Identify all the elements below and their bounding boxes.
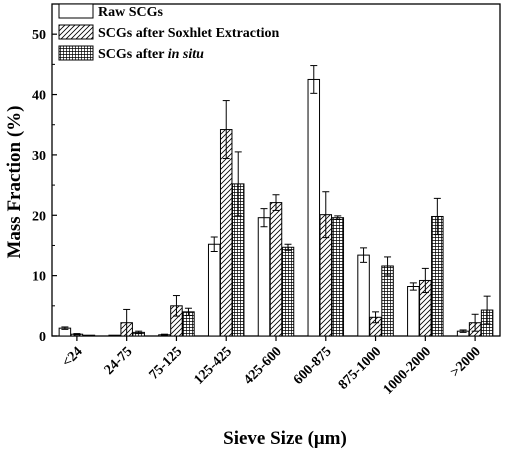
y-tick-label: 20 [32,209,46,224]
error-bar-3-7 [384,256,392,276]
bar-1-4 [207,243,221,337]
error-bar-1-9 [459,329,467,333]
bar-3-6 [331,217,345,337]
bar-1-2 [108,334,121,337]
bar-2-5 [269,202,283,337]
legend-label: Raw SCGs [98,5,164,20]
error-bar-2-1 [73,333,81,336]
y-tick-label: 0 [39,330,46,345]
legend-item-1: Raw SCGs [58,3,164,20]
x-tick-label: 875-1000 [336,344,385,393]
error-bars [61,65,491,337]
error-bar-2-9 [471,313,479,332]
error-bar-2-8 [421,267,429,294]
x-tick-label: <24 [60,344,86,370]
error-bar-1-3 [160,333,168,336]
bar-3-5 [281,246,295,337]
error-bar-1-6 [310,65,318,94]
error-bar-2-3 [172,295,180,317]
error-bar-1-1 [61,326,69,330]
y-tick-label: 40 [32,89,46,104]
x-tick-label: 75-125 [147,344,186,383]
x-tick-label: 600-875 [291,344,335,388]
error-bar-2-4 [222,100,230,160]
bar-1-6 [307,78,321,337]
bar-1-8 [407,286,420,337]
legend-label: SCGs after in situ [98,47,204,62]
bar-3-1 [82,334,96,337]
y-tick-label: 50 [32,28,46,43]
legend: Raw SCGs SCGs after Soxhlet Extraction SCG… [58,3,280,62]
x-tick-label: >2000 [448,344,484,380]
error-bar-3-9 [483,295,491,325]
legend-swatch [58,24,94,40]
error-bar-1-4 [210,236,218,252]
error-bar-3-2 [135,330,143,335]
bar-3-7 [381,265,394,337]
legend-item-3: SCGs after in situ [58,45,204,62]
legend-item-2: SCGs after Soxhlet Extraction [58,24,280,41]
legend-swatch [58,45,94,61]
y-tick-label: 30 [32,149,46,164]
y-axis-title: Mass Fraction (%) [4,105,25,258]
x-tick-label: 24-75 [102,344,136,378]
error-bar-2-5 [272,194,280,211]
axes: 0 10 20 30 40 50 <24 24-75 75-125 125-425 425-600 6… [32,28,484,398]
x-tick-label: 125-425 [191,344,235,388]
error-bar-1-5 [260,208,268,228]
legend-label: SCGs after Soxhlet Extraction [98,26,280,41]
error-bar-1-8 [409,282,417,291]
y-tick-label: 10 [32,270,46,285]
error-bar-3-5 [284,243,292,251]
x-tick-label: 425-600 [241,344,285,388]
bar-1-7 [357,254,370,337]
error-bar-1-7 [360,247,368,263]
legend-swatch [58,3,94,19]
error-bar-3-6 [334,215,342,220]
error-bar-3-4 [234,151,242,217]
error-bar-2-7 [372,311,380,324]
x-axis-title: Sieve Size (μm) [223,428,347,449]
error-bar-3-8 [433,197,441,236]
bar-2-4 [219,129,233,337]
bar-1-5 [257,217,271,337]
error-bar-2-6 [322,191,330,239]
x-tick-label: 1000-2000 [381,344,435,398]
error-bar-3-3 [184,307,192,316]
